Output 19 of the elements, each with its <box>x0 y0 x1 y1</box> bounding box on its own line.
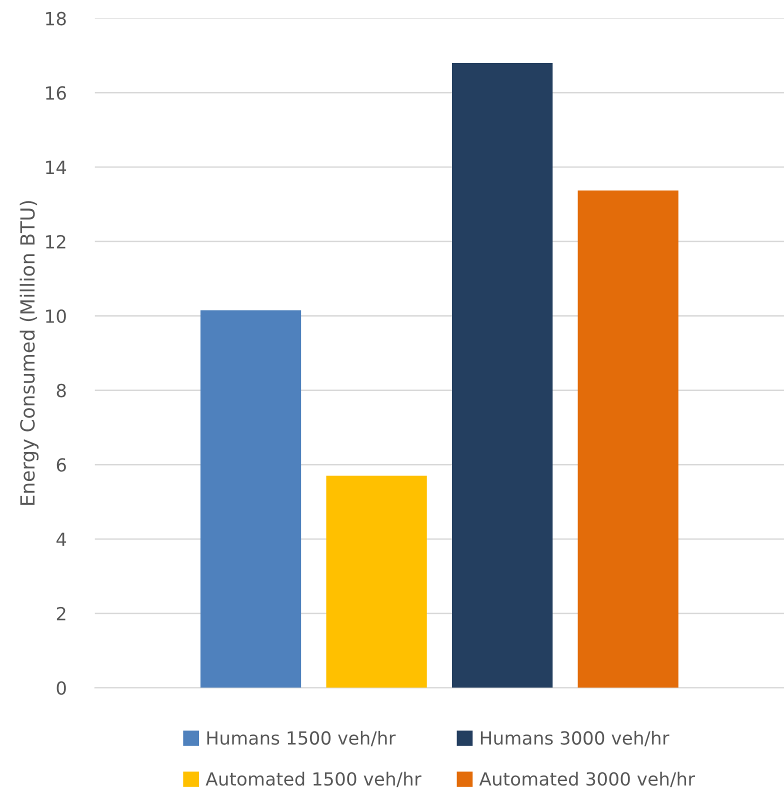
y-axis-title: Energy Consumed (Million BTU) <box>20 201 39 505</box>
bar <box>326 476 427 688</box>
y-tick-label: 8 <box>56 384 66 398</box>
legend-label: Automated 3000 veh/hr <box>479 772 695 788</box>
y-tick-label: 4 <box>56 532 66 546</box>
bar <box>578 190 678 688</box>
legend-label: Humans 1500 veh/hr <box>207 730 396 746</box>
bar <box>452 62 553 688</box>
y-tick-label: 0 <box>56 681 66 695</box>
legend-label: Humans 3000 veh/hr <box>480 730 670 746</box>
bar <box>200 310 302 688</box>
y-tick-label: 6 <box>56 458 66 472</box>
y-tick-label: 10 <box>46 309 66 323</box>
legend-label: Automated 1500 veh/hr <box>206 772 422 788</box>
y-tick-label: 16 <box>46 86 66 100</box>
y-tick-label: 12 <box>46 234 66 248</box>
y-tick-label: 18 <box>46 12 66 26</box>
y-tick-label: 2 <box>56 606 66 620</box>
y-tick-label: 14 <box>46 160 66 174</box>
